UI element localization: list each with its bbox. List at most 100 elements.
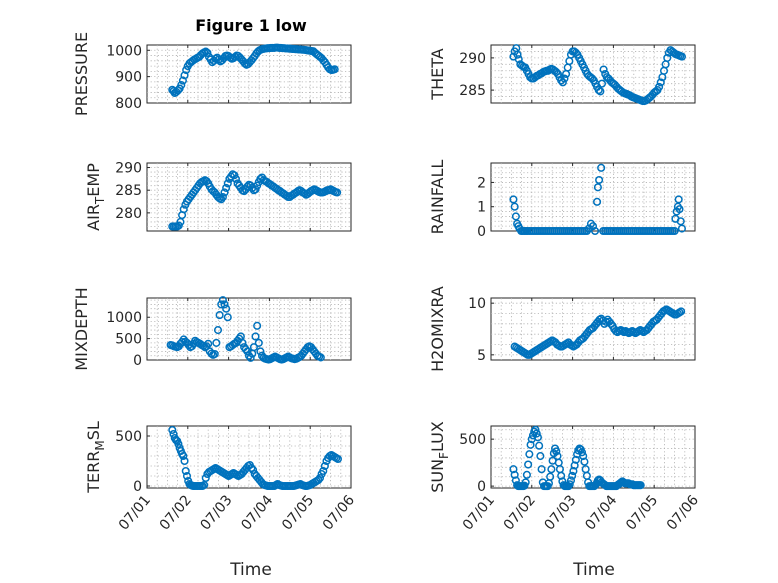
y-axis-label: PRESSURE	[72, 32, 91, 116]
data-point	[256, 347, 265, 356]
data-point	[593, 183, 602, 192]
data-point	[315, 473, 325, 483]
y-tick-label: 900	[115, 70, 142, 86]
data-point	[182, 65, 191, 75]
data-point	[663, 53, 672, 62]
y-tick-label: 500	[115, 332, 142, 348]
data-point	[552, 447, 561, 456]
series-markers	[166, 296, 325, 364]
subplot-air-temp: 280 285 290 AIRTEMP	[84, 161, 352, 232]
data-point	[676, 217, 685, 226]
series-markers	[168, 425, 342, 491]
data-point	[319, 466, 328, 476]
x-axis-label-right: Time	[572, 560, 615, 580]
data-point	[247, 463, 256, 473]
data-point	[597, 79, 607, 88]
data-point	[180, 456, 189, 466]
data-point	[222, 183, 231, 192]
data-point	[212, 338, 221, 347]
data-point	[525, 450, 534, 459]
data-point	[577, 448, 587, 457]
data-point	[178, 76, 187, 85]
data-point	[569, 467, 578, 476]
data-point	[231, 52, 240, 61]
x-tick-label: 07/06	[664, 492, 702, 533]
y-tick-label: 285	[115, 183, 142, 199]
data-point	[599, 65, 608, 74]
data-point	[333, 188, 342, 197]
x-tick-label: 07/06	[320, 492, 358, 533]
data-point	[526, 440, 535, 449]
data-point	[217, 300, 226, 309]
series-markers	[168, 170, 342, 231]
y-tick-label: 1	[477, 200, 486, 216]
y-axis-label: TERRMSL	[84, 421, 107, 494]
data-point	[557, 471, 566, 480]
x-tick-label: 07/02	[157, 492, 195, 533]
data-point	[203, 48, 212, 57]
data-point	[218, 296, 227, 305]
y-axis-label: THETA	[428, 48, 447, 100]
x-axis-label-left: Time	[229, 560, 272, 580]
data-point	[560, 74, 569, 83]
data-point	[547, 465, 556, 474]
y-tick-label: 800	[115, 96, 142, 112]
data-point	[513, 50, 522, 59]
data-point	[594, 86, 603, 95]
data-point	[243, 347, 252, 356]
data-point	[509, 465, 518, 474]
data-point	[514, 55, 523, 64]
x-tick-label: 07/05	[279, 492, 317, 533]
data-point	[670, 226, 679, 236]
data-point	[179, 205, 188, 214]
data-point	[333, 454, 342, 464]
y-tick-label: 1000	[106, 43, 142, 59]
subplot-theta: 285 290 THETA	[428, 44, 696, 106]
data-point	[220, 300, 229, 309]
data-point	[253, 321, 262, 330]
y-tick-label: 10	[468, 296, 486, 312]
gridlines	[147, 298, 351, 360]
data-point	[218, 192, 227, 202]
data-point	[571, 455, 580, 464]
data-point	[524, 460, 533, 469]
gridlines	[491, 163, 695, 231]
data-point	[251, 332, 260, 341]
data-point	[677, 52, 686, 61]
data-point	[521, 478, 530, 487]
y-tick-label: 0	[477, 224, 486, 240]
data-point	[316, 353, 325, 362]
data-point	[222, 304, 231, 313]
data-point	[223, 179, 232, 188]
data-point	[636, 481, 645, 490]
y-tick-label: 500	[459, 432, 486, 448]
y-tick-label: 0	[477, 479, 486, 495]
data-point	[171, 435, 181, 445]
data-point	[181, 466, 190, 476]
data-point	[536, 452, 545, 461]
data-point	[533, 433, 542, 442]
data-point	[213, 326, 223, 335]
data-point	[537, 465, 546, 474]
subplot-mixdepth: 0 500 1000 MIXDEPTH	[72, 287, 352, 371]
data-point	[314, 475, 323, 485]
data-point	[565, 480, 574, 489]
y-axis-label: H2OMIXRA	[428, 286, 447, 372]
data-point	[677, 307, 686, 316]
data-point	[509, 195, 518, 204]
data-point	[177, 81, 186, 90]
data-point	[677, 224, 686, 233]
data-point	[580, 457, 589, 466]
data-point	[570, 461, 579, 470]
data-point	[531, 425, 540, 434]
subplot-rainfall: 0 1 2 RAINFALL	[428, 160, 696, 240]
data-point	[180, 71, 189, 80]
data-point	[510, 470, 519, 479]
data-point	[182, 471, 192, 481]
subplot-h2omixra: 5 10 H2OMIXRA	[428, 286, 696, 372]
data-point	[204, 339, 213, 348]
data-point	[210, 349, 219, 359]
y-tick-label: 285	[459, 83, 486, 99]
data-point	[579, 452, 588, 461]
data-point	[215, 311, 224, 320]
